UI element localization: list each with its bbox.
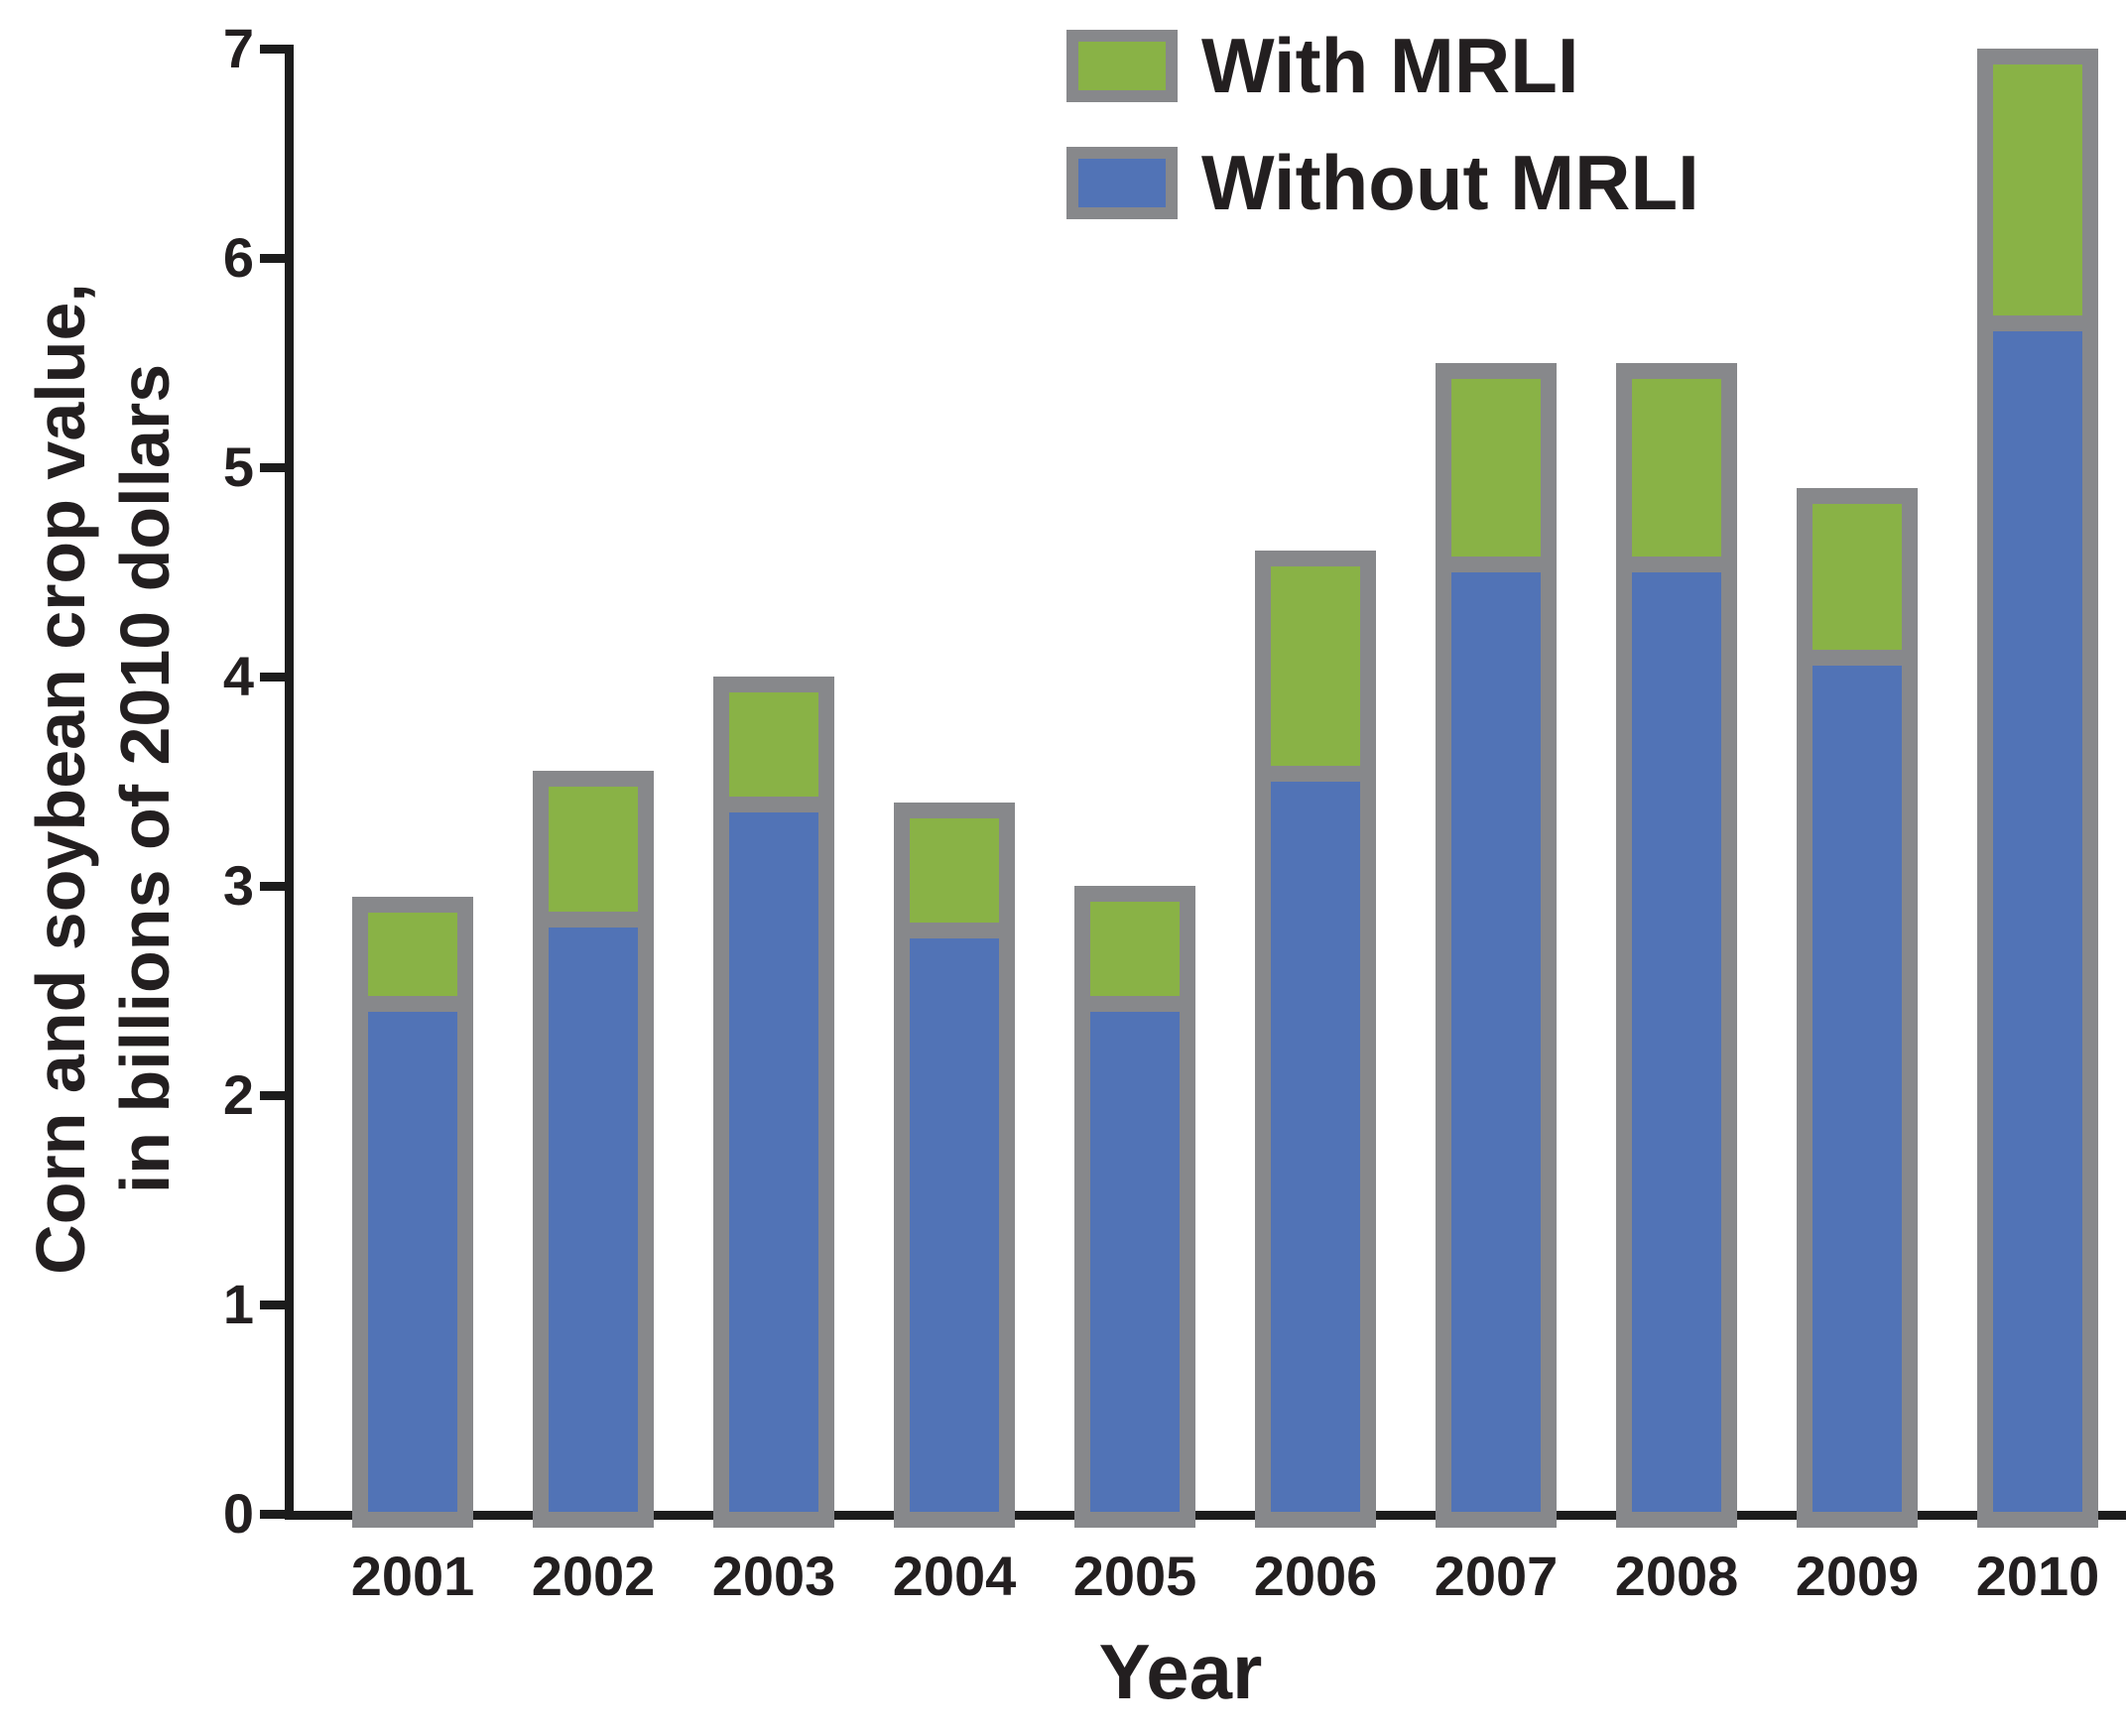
bar-2010 xyxy=(1977,49,2098,1528)
y-axis-title-line2: in billions of 2010 dollars xyxy=(106,363,184,1194)
y-tick-label: 5 xyxy=(222,435,254,498)
x-axis-title: Year xyxy=(1098,1628,1263,1715)
y-tick-mark xyxy=(260,1510,294,1519)
bar-2006-without-mrli-segment xyxy=(1271,782,1360,1512)
y-tick-mark xyxy=(260,1301,294,1309)
x-axis-label-2006: 2006 xyxy=(1253,1545,1378,1607)
bar-2003-without-mrli-segment xyxy=(729,812,818,1512)
x-axis-label-2003: 2003 xyxy=(711,1545,836,1607)
y-axis-title-line1: Corn and soybean crop value, xyxy=(22,283,99,1275)
bar-2004-with-mrli-segment xyxy=(910,818,999,923)
bar-2006 xyxy=(1255,551,1376,1528)
bar-2007-with-mrli-segment xyxy=(1451,379,1541,557)
bar-2007-without-mrli-segment xyxy=(1451,572,1541,1512)
x-axis-label-2001: 2001 xyxy=(350,1545,475,1607)
y-axis-line xyxy=(285,45,294,1520)
y-tick-label: 1 xyxy=(222,1273,254,1335)
bar-2002 xyxy=(533,771,654,1528)
bar-2005-without-mrli-segment xyxy=(1090,1012,1180,1512)
x-axis-label-2007: 2007 xyxy=(1434,1545,1559,1607)
legend-label: With MRLI xyxy=(1201,22,1579,109)
y-tick-mark xyxy=(260,463,294,472)
bar-2005 xyxy=(1074,886,1195,1528)
bar-2008 xyxy=(1616,363,1737,1528)
y-tick-mark xyxy=(260,254,294,263)
legend-swatch-color xyxy=(1078,42,1166,90)
y-tick-mark xyxy=(260,882,294,891)
bar-2004-without-mrli-segment xyxy=(910,938,999,1512)
y-axis-title: Corn and soybean crop value, in billions… xyxy=(19,233,188,1324)
bar-2001 xyxy=(352,897,473,1528)
x-axis-label-2008: 2008 xyxy=(1614,1545,1739,1607)
bar-2010-with-mrli-segment xyxy=(1993,64,2082,315)
legend-item-with-mrli: With MRLI xyxy=(1066,22,1699,109)
x-axis-label-2004: 2004 xyxy=(892,1545,1017,1607)
legend-item-without-mrli: Without MRLI xyxy=(1066,139,1699,226)
bar-2002-without-mrli-segment xyxy=(549,928,638,1512)
x-axis-line xyxy=(285,1511,2126,1520)
bar-2001-without-mrli-segment xyxy=(368,1012,457,1512)
y-tick-label: 3 xyxy=(222,854,254,917)
bar-2002-with-mrli-segment xyxy=(549,787,638,912)
bar-2005-with-mrli-segment xyxy=(1090,902,1180,996)
bar-2009 xyxy=(1797,488,1918,1528)
y-tick-label: 4 xyxy=(222,645,254,707)
bar-2006-with-mrli-segment xyxy=(1271,566,1360,766)
bar-2003-with-mrli-segment xyxy=(729,692,818,797)
x-axis-label-2010: 2010 xyxy=(1975,1545,2100,1607)
y-tick-label: 7 xyxy=(222,17,254,79)
y-tick-label: 2 xyxy=(222,1063,254,1126)
bar-2001-with-mrli-segment xyxy=(368,913,457,996)
legend-swatch xyxy=(1066,30,1178,102)
legend-swatch xyxy=(1066,147,1178,219)
bar-2003 xyxy=(713,677,834,1528)
bar-2010-without-mrli-segment xyxy=(1993,331,2082,1512)
bar-2004 xyxy=(894,803,1015,1528)
y-tick-mark xyxy=(260,1091,294,1100)
y-tick-mark xyxy=(260,45,294,54)
x-axis-label-2002: 2002 xyxy=(531,1545,656,1607)
bar-2008-with-mrli-segment xyxy=(1632,379,1721,557)
y-tick-mark xyxy=(260,673,294,682)
x-axis-label-2005: 2005 xyxy=(1072,1545,1197,1607)
bar-2008-without-mrli-segment xyxy=(1632,572,1721,1512)
x-axis-label-2009: 2009 xyxy=(1795,1545,1920,1607)
legend: With MRLI Without MRLI xyxy=(1066,22,1699,264)
bar-2007 xyxy=(1436,363,1557,1528)
y-tick-label: 0 xyxy=(222,1482,254,1545)
bar-2009-without-mrli-segment xyxy=(1813,666,1902,1512)
y-tick-label: 6 xyxy=(222,226,254,289)
bar-2009-with-mrli-segment xyxy=(1813,504,1902,650)
legend-label: Without MRLI xyxy=(1201,139,1699,226)
legend-swatch-color xyxy=(1078,159,1166,207)
